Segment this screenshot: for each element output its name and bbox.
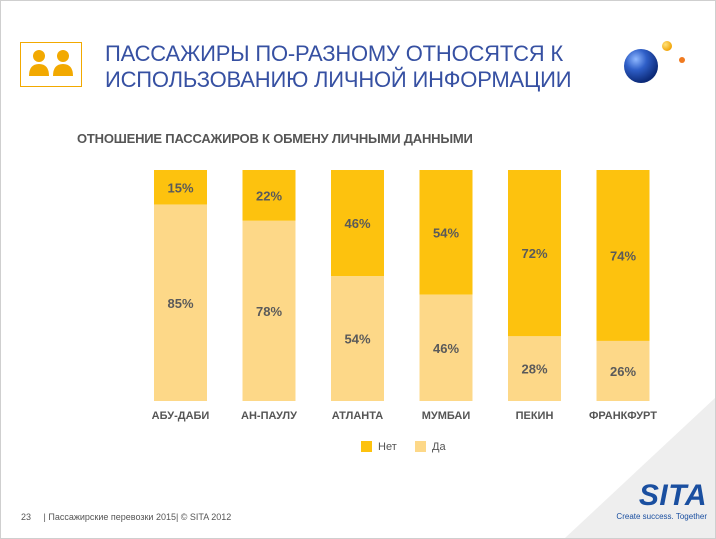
bar-net-3 bbox=[419, 170, 473, 295]
data-label-net-5: 74% bbox=[610, 248, 636, 263]
legend-label-1: Да bbox=[432, 441, 446, 453]
data-label-da-2: 54% bbox=[344, 332, 370, 347]
category-label-0: АБУ-ДАБИ bbox=[152, 410, 210, 422]
brand-name: SITA bbox=[638, 479, 707, 512]
legend-swatch-1 bbox=[415, 441, 426, 452]
bar-net-1 bbox=[242, 170, 296, 221]
data-label-da-1: 78% bbox=[256, 304, 282, 319]
footer: 23 | Пассажирские перевозки 2015| © SITA… bbox=[21, 512, 231, 522]
category-label-1: АН-ПАУЛУ bbox=[241, 410, 297, 422]
bar-net-2 bbox=[331, 170, 384, 277]
data-label-net-4: 72% bbox=[521, 246, 547, 261]
sita-logo: SITA Create success. Together bbox=[611, 479, 707, 522]
blue-orb-logo bbox=[624, 41, 685, 83]
category-label-3: МУМБАИ bbox=[422, 410, 471, 422]
data-label-net-3: 54% bbox=[433, 225, 459, 240]
bar-da-5 bbox=[596, 340, 650, 401]
bar-da-2 bbox=[331, 276, 384, 401]
category-label-4: ПЕКИН bbox=[516, 410, 554, 422]
bar-net-5 bbox=[596, 170, 650, 341]
bar-da-4 bbox=[508, 336, 561, 401]
bar-da-1 bbox=[242, 220, 296, 401]
data-label-net-1: 22% bbox=[256, 188, 282, 203]
stacked-bar-chart: 15% 85% АБУ-ДАБИ 22% 78% АН-ПАУЛУ 46% 54% АТЛАНТ… bbox=[152, 170, 657, 453]
bar-da-3 bbox=[419, 294, 473, 401]
bar-net-4 bbox=[508, 170, 561, 337]
legend-label-0: Нет bbox=[378, 441, 397, 453]
chart-title: ОТНОШЕНИЕ ПАССАЖИРОВ К ОБМЕНУ ЛИЧНЫМИ ДА… bbox=[77, 131, 473, 146]
category-label-5: ФРАНКФУРТ bbox=[589, 410, 657, 422]
data-label-da-3: 46% bbox=[433, 341, 459, 356]
slide-title: ПАССАЖИРЫ ПО-РАЗНОМУ ОТНОСЯТСЯ К ИСПОЛЬЗ… bbox=[105, 41, 575, 93]
page-number: 23 bbox=[21, 512, 32, 522]
data-label-net-2: 46% bbox=[344, 216, 370, 231]
slide-title-line-2: ИСПОЛЬЗОВАНИЮ ЛИЧНОЙ ИНФОРМАЦИИ bbox=[105, 67, 572, 92]
bar-da-0 bbox=[154, 204, 207, 401]
data-label-da-4: 28% bbox=[521, 362, 547, 377]
corner-shade bbox=[565, 398, 715, 538]
slide-title-line-1: ПАССАЖИРЫ ПО-РАЗНОМУ ОТНОСЯТСЯ К bbox=[105, 41, 564, 66]
data-label-da-0: 85% bbox=[167, 296, 193, 311]
data-label-da-5: 26% bbox=[610, 364, 636, 379]
two-people-icon bbox=[20, 42, 82, 87]
data-label-net-0: 15% bbox=[167, 180, 193, 195]
category-label-2: АТЛАНТА bbox=[332, 410, 383, 422]
legend-swatch-0 bbox=[361, 441, 372, 452]
bar-net-0 bbox=[154, 170, 207, 205]
brand-tagline: Create success. Together bbox=[616, 512, 707, 521]
footer-text: | Пассажирские перевозки 2015| © SITA 20… bbox=[43, 512, 232, 522]
